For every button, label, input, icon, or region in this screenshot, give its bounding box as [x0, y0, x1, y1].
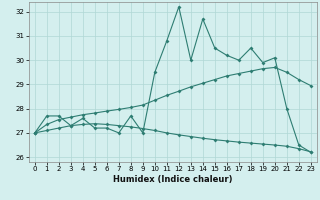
X-axis label: Humidex (Indice chaleur): Humidex (Indice chaleur)	[113, 175, 233, 184]
